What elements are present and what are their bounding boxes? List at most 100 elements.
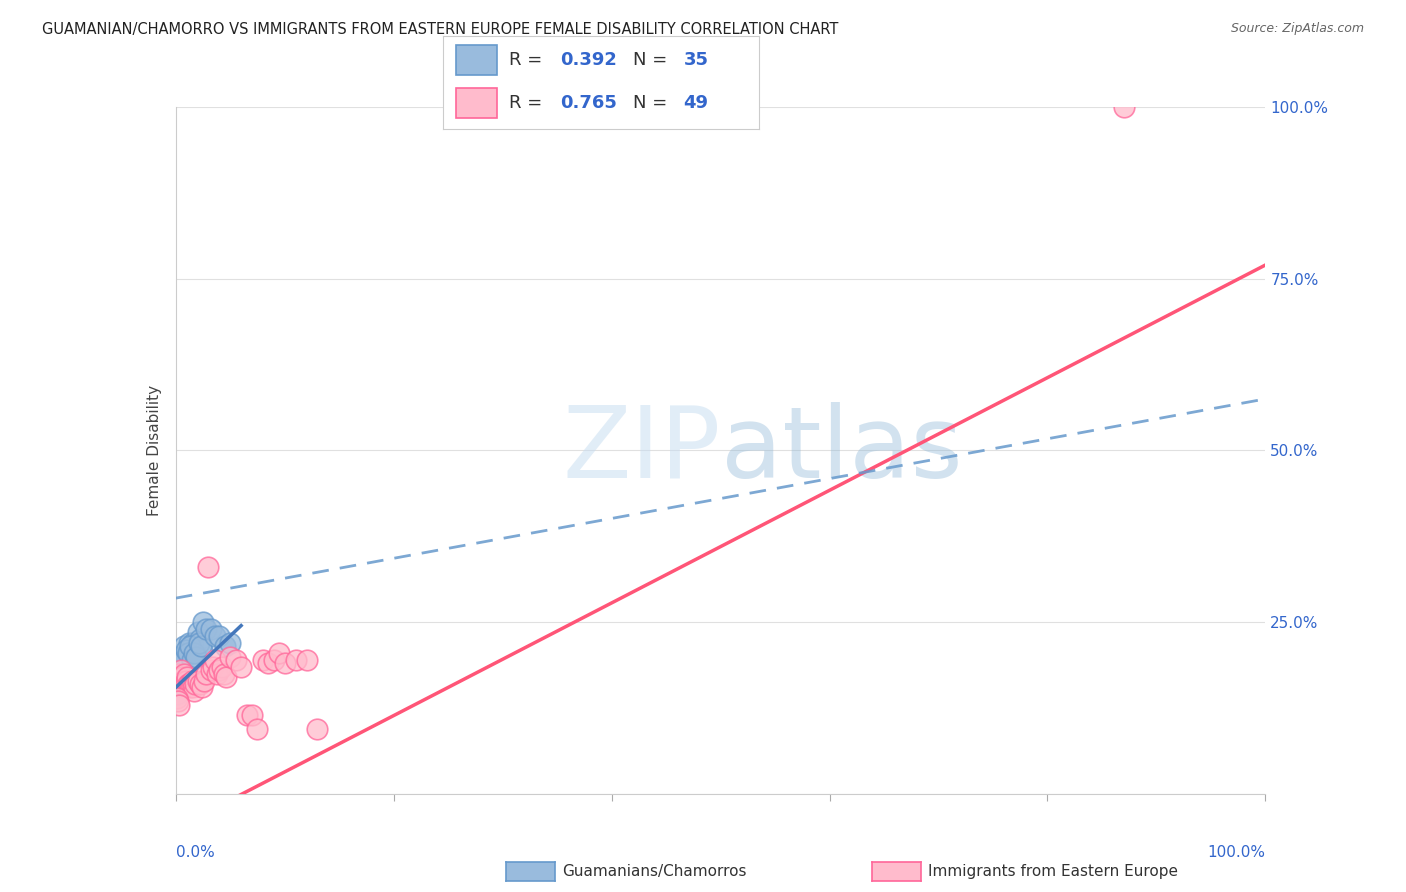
Point — [180, 639, 202, 653]
Point — [225, 653, 247, 667]
Text: ZIP: ZIP — [562, 402, 721, 499]
Text: 35: 35 — [683, 51, 709, 69]
Point — [167, 649, 190, 664]
Point — [172, 670, 194, 684]
Text: Guamanians/Chamorros: Guamanians/Chamorros — [562, 864, 747, 879]
Text: Immigrants from Eastern Europe: Immigrants from Eastern Europe — [928, 864, 1178, 879]
Point — [205, 666, 228, 681]
Point — [274, 657, 297, 671]
Text: 0.0%: 0.0% — [176, 846, 215, 861]
Point — [204, 653, 226, 667]
Point — [172, 649, 194, 664]
Point — [181, 653, 204, 667]
Point — [186, 649, 208, 664]
Point — [219, 636, 242, 650]
Text: R =: R = — [509, 95, 548, 112]
Point — [201, 660, 224, 674]
Point — [167, 666, 190, 681]
Point — [257, 657, 280, 671]
Point — [235, 707, 257, 722]
Point — [179, 639, 201, 653]
Point — [181, 636, 204, 650]
Point — [177, 677, 200, 691]
Point — [191, 681, 214, 695]
Point — [200, 622, 222, 636]
Point — [167, 653, 190, 667]
Text: 49: 49 — [683, 95, 709, 112]
Point — [215, 670, 238, 684]
Point — [177, 636, 200, 650]
Point — [172, 673, 194, 688]
Point — [263, 653, 285, 667]
Point — [219, 649, 242, 664]
Point — [170, 657, 193, 671]
Point — [174, 673, 197, 688]
Point — [211, 660, 233, 674]
Point — [214, 639, 236, 653]
Point — [177, 646, 200, 660]
Point — [173, 639, 195, 653]
Point — [180, 677, 202, 691]
Point — [252, 653, 274, 667]
Point — [184, 646, 207, 660]
Point — [193, 673, 215, 688]
Point — [204, 629, 226, 643]
Text: 0.392: 0.392 — [560, 51, 617, 69]
Point — [167, 670, 190, 684]
Point — [183, 646, 205, 660]
Point — [208, 663, 231, 677]
Point — [246, 722, 269, 736]
Point — [174, 642, 197, 657]
Point — [170, 663, 193, 677]
Point — [181, 681, 204, 695]
Point — [183, 683, 205, 698]
Text: Source: ZipAtlas.com: Source: ZipAtlas.com — [1230, 22, 1364, 36]
Point — [197, 560, 219, 574]
Point — [1112, 100, 1135, 114]
Point — [187, 636, 209, 650]
Point — [176, 646, 198, 660]
Point — [186, 673, 209, 688]
Point — [186, 625, 209, 640]
Point — [169, 677, 191, 691]
Point — [212, 666, 235, 681]
Point — [169, 673, 191, 688]
Point — [240, 707, 263, 722]
Text: 100.0%: 100.0% — [1208, 846, 1265, 861]
Point — [184, 677, 207, 691]
Point — [191, 642, 214, 657]
Text: 0.765: 0.765 — [560, 95, 617, 112]
FancyBboxPatch shape — [456, 88, 496, 118]
Point — [200, 663, 222, 677]
Y-axis label: Female Disability: Female Disability — [146, 384, 162, 516]
Text: N =: N = — [633, 95, 672, 112]
Point — [166, 687, 188, 701]
Text: GUAMANIAN/CHAMORRO VS IMMIGRANTS FROM EASTERN EUROPE FEMALE DISABILITY CORRELATI: GUAMANIAN/CHAMORRO VS IMMIGRANTS FROM EA… — [42, 22, 838, 37]
Point — [191, 615, 214, 630]
Point — [176, 670, 198, 684]
Point — [167, 698, 190, 712]
Point — [231, 660, 253, 674]
Point — [166, 690, 188, 705]
Point — [181, 673, 204, 688]
Point — [167, 670, 190, 684]
Point — [177, 677, 200, 691]
Text: R =: R = — [509, 51, 548, 69]
Point — [169, 660, 191, 674]
Point — [172, 653, 194, 667]
Point — [167, 681, 190, 695]
Point — [295, 653, 318, 667]
Point — [208, 629, 231, 643]
Point — [190, 639, 212, 653]
Point — [166, 677, 188, 691]
Point — [269, 646, 291, 660]
Point — [307, 722, 329, 736]
FancyBboxPatch shape — [456, 45, 496, 75]
Point — [167, 694, 190, 708]
Point — [173, 666, 195, 681]
Point — [195, 622, 218, 636]
Point — [284, 653, 307, 667]
Text: N =: N = — [633, 51, 672, 69]
Point — [188, 677, 211, 691]
Point — [179, 681, 201, 695]
